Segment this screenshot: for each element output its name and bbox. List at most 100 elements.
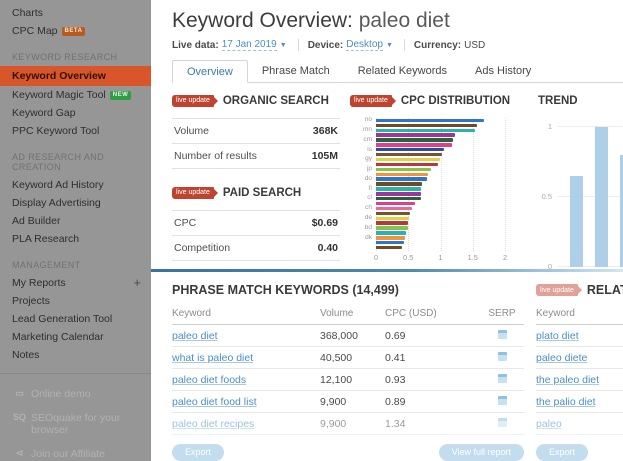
keyword-link[interactable]: plato diet: [536, 329, 579, 342]
sidebar-item-label: Keyword Overview: [12, 70, 106, 82]
cpc-bar-label: ch: [365, 204, 372, 212]
keyword-link[interactable]: the palio diet: [536, 395, 596, 408]
keyword-link[interactable]: the paleo diet: [536, 373, 600, 386]
volume-cell: 9,900: [320, 417, 347, 430]
live-data-select[interactable]: 17 Jan 2019: [221, 39, 277, 51]
sidebar-item-keyword-magic-tool[interactable]: Keyword Magic Tool NEW: [0, 86, 151, 104]
add-report-icon[interactable]: +: [133, 275, 141, 290]
sidebar-footer-item-online-demo[interactable]: ▭ Online demo: [0, 382, 151, 406]
tab-phrase-match[interactable]: Phrase Match: [261, 65, 330, 77]
cpc-bar-track: [376, 221, 516, 226]
sidebar-item-keyword-overview[interactable]: Keyword Overview: [0, 66, 151, 86]
keyword-link[interactable]: paleo: [536, 417, 562, 430]
cpc-bar-row: cl: [350, 195, 528, 201]
serp-icon[interactable]: [497, 351, 507, 361]
sidebar-section-header-management: MANAGEMENT: [12, 260, 81, 270]
cpc-distribution-header: live update CPC DISTRIBUTION: [350, 93, 528, 108]
sidebar-item-projects[interactable]: Projects: [0, 292, 151, 310]
cpc-bar: [376, 123, 477, 128]
cpc-cell: 0.69: [385, 329, 406, 342]
tab-related-keywords[interactable]: Related Keywords: [357, 65, 447, 77]
cpc-bar-track: [376, 167, 516, 172]
column-header-serp: SERP: [488, 308, 516, 319]
cpc-bar-track: [376, 186, 516, 191]
serp-icon[interactable]: [497, 417, 507, 427]
cpc-bar: [376, 211, 411, 216]
cpc-chart-bars: no mn cm is gy jp do fi cl ch de bd dk: [350, 117, 528, 250]
serp-icon[interactable]: [497, 373, 507, 383]
cpc-bar-row: gy: [350, 156, 528, 162]
related-keywords-title: RELATED KEYWORDS: [586, 283, 623, 297]
keyword-cell: paleo diet: [172, 330, 320, 342]
cpc-bar-track: [376, 177, 516, 182]
keyword-cell: what is paleo diet: [172, 352, 320, 364]
chevron-down-icon[interactable]: ▼: [385, 41, 393, 49]
sidebar-item-keyword-ad-history[interactable]: Keyword Ad History: [0, 176, 151, 194]
keyword-link[interactable]: paleo diet food list: [172, 395, 257, 408]
cpc-cell: 0.93: [385, 373, 406, 386]
table-row: what is paleo diet 40,500 0.41: [172, 347, 524, 369]
keyword-link[interactable]: paleo diet recipes: [172, 417, 255, 430]
export-button[interactable]: Export: [536, 444, 589, 461]
sidebar-item-marketing-calendar[interactable]: Marketing Calendar: [0, 328, 151, 346]
device-select[interactable]: Desktop: [346, 39, 383, 51]
seoquake-icon: SQ: [12, 412, 26, 422]
sidebar-item-lead-generation-tool[interactable]: Lead Generation Tool: [0, 310, 151, 328]
keyword-cell: the palio diet: [536, 396, 623, 408]
sidebar-item-my-reports[interactable]: My Reports +: [0, 274, 151, 292]
cpc-bar-row: no: [350, 117, 528, 123]
keyword-link[interactable]: paleo diet foods: [172, 373, 247, 386]
column-header-keyword: Keyword: [172, 308, 211, 319]
sidebar-item-ppc-keyword-tool[interactable]: PPC Keyword Tool: [0, 122, 151, 140]
badge-beta: BETA: [61, 26, 86, 36]
keyword-link[interactable]: paleo diete: [536, 351, 588, 364]
cpc-bar-track: [376, 118, 516, 123]
keyword-cell: paleo diete: [536, 352, 623, 364]
view-full-report-button[interactable]: View full report: [438, 444, 524, 461]
keyword-link[interactable]: what is paleo diet: [172, 351, 254, 364]
phrase-match-table-body: paleo diet 368,000 0.69 what is paleo diet 4…: [172, 325, 524, 435]
cpc-cell: 0.89: [385, 395, 406, 408]
related-keywords-header: live update RELATED KEYWORDS: [536, 282, 623, 298]
tables-row: PHRASE MATCH KEYWORDS (14,499) Keyword Vo…: [172, 272, 623, 461]
sidebar-item-ad-builder[interactable]: Ad Builder: [0, 212, 151, 230]
sidebar-item-notes[interactable]: Notes: [0, 346, 151, 364]
chevron-down-icon[interactable]: ▼: [279, 41, 287, 49]
related-table-header: Keyword: [536, 308, 623, 325]
sidebar-item-label: Ad Builder: [12, 215, 61, 227]
device-label: Device:: [307, 39, 344, 51]
keyword-link[interactable]: paleo diet: [172, 329, 218, 342]
serp-icon[interactable]: [497, 395, 507, 405]
sidebar-footer-item-join-our-affiliate-program[interactable]: ⊲ Join our Affiliate Program: [0, 442, 151, 461]
tab-overview[interactable]: Overview: [172, 60, 248, 83]
cpc-bar: [376, 226, 408, 230]
megaphone-icon: ⊲: [15, 448, 24, 458]
keyword-cell: the paleo diet: [536, 374, 623, 386]
phrase-match-panel: PHRASE MATCH KEYWORDS (14,499) Keyword Vo…: [172, 282, 524, 461]
cpc-bar-row: [350, 162, 528, 167]
cpc-bar: [376, 167, 432, 172]
stat-label: Volume: [174, 125, 210, 137]
stat-row-competition: Competition 0.40: [172, 235, 340, 261]
cpc-bar-row: bd: [350, 224, 528, 231]
sidebar-item-keyword-gap[interactable]: Keyword Gap: [0, 104, 151, 122]
monitor-icon: ▭: [15, 388, 24, 398]
sidebar-item-cpc-map[interactable]: CPC Map BETA: [0, 22, 151, 40]
meta-row: Live data: 17 Jan 2019 ▼ Device: Desktop…: [172, 38, 623, 52]
export-button[interactable]: Export: [172, 444, 225, 461]
live-update-badge: live update: [536, 284, 582, 296]
sidebar-footer-item-seoquake-for-your-browser[interactable]: SQ SEOquake for your browser: [0, 406, 151, 442]
currency-value: USD: [464, 39, 486, 51]
cpc-bar-track: [376, 128, 516, 133]
cpc-bar-row: [350, 172, 528, 177]
sidebar-item-label: Keyword Ad History: [12, 179, 104, 191]
cpc-bar: [376, 138, 454, 142]
cpc-bar-track: [376, 162, 516, 167]
sidebar-item-charts[interactable]: Charts: [0, 4, 151, 22]
tab-ads-history[interactable]: Ads History: [475, 65, 532, 77]
sidebar-item-display-advertising[interactable]: Display Advertising: [0, 194, 151, 212]
sidebar-item-pla-research[interactable]: PLA Research: [0, 230, 151, 248]
cpc-bar-label: jp: [366, 165, 372, 173]
serp-cell: [480, 329, 524, 342]
serp-icon[interactable]: [497, 329, 507, 339]
